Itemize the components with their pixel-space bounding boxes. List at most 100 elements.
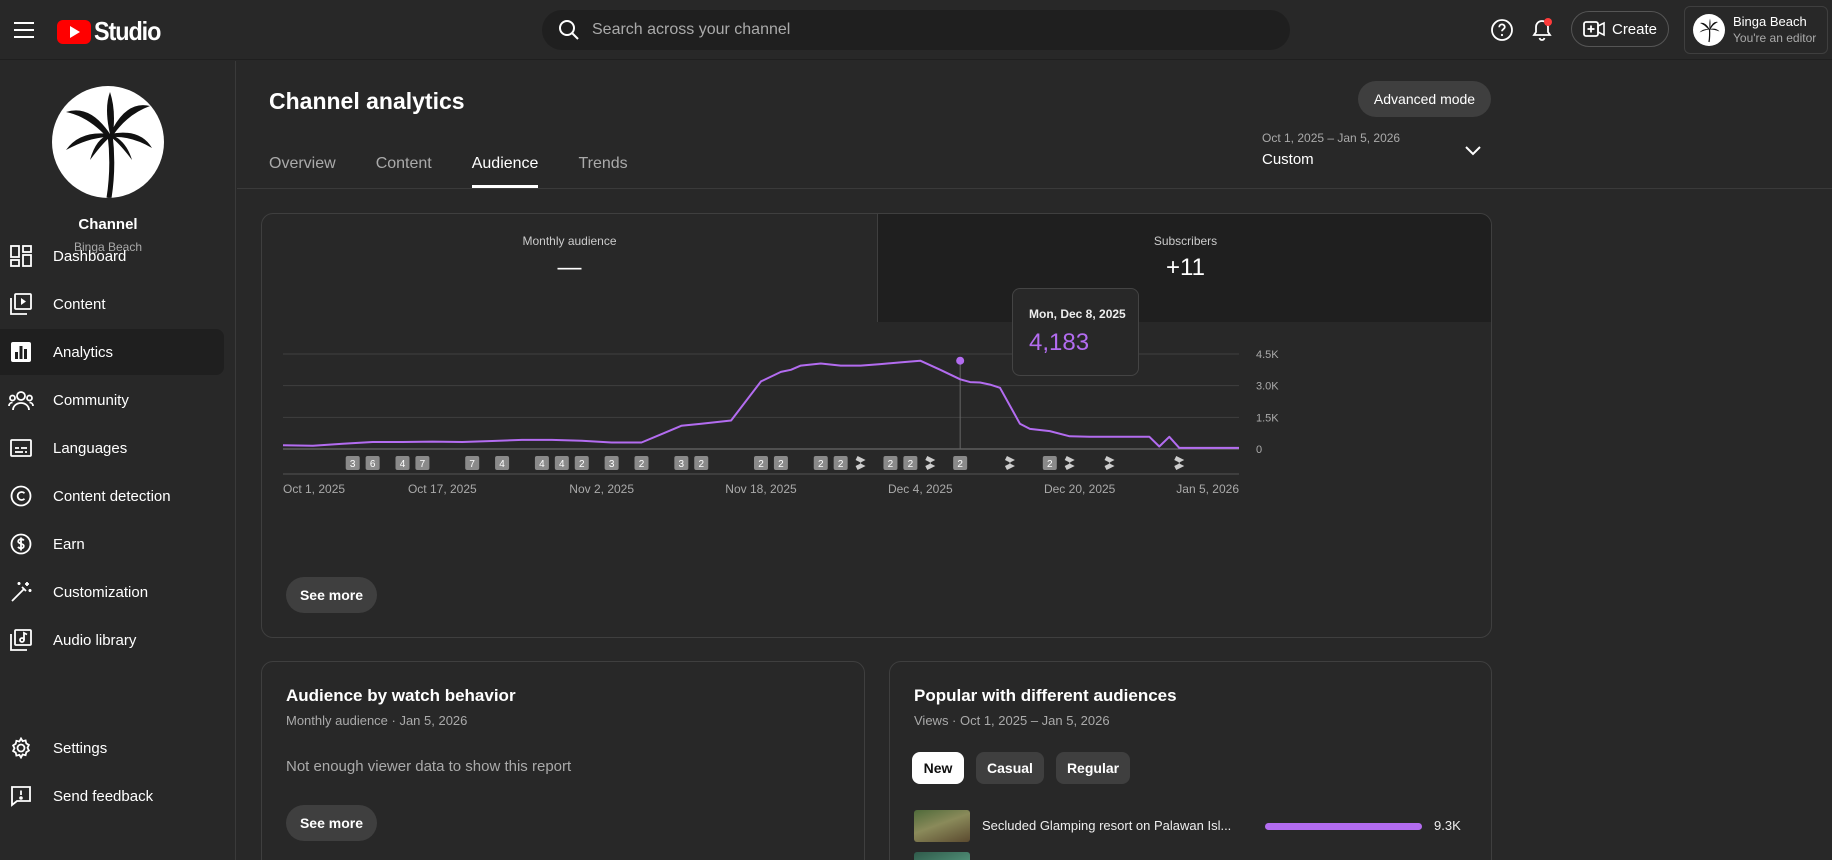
account-avatar <box>1693 14 1725 46</box>
palm-tree-icon <box>66 92 152 198</box>
gear-icon <box>4 737 38 759</box>
upload-marker <box>604 456 619 470</box>
shorts-marker-icon <box>1004 456 1015 470</box>
account-switcher[interactable]: Binga Beach You're an editor <box>1684 6 1828 54</box>
y-tick-label: 4.5K <box>1256 349 1279 361</box>
y-tick-label: 3.0K <box>1256 381 1279 393</box>
analytics-tabs: Overview Content Audience Trends <box>269 141 668 188</box>
x-tick-label: Dec 20, 2025 <box>1044 482 1116 496</box>
community-icon <box>4 389 38 411</box>
channel-avatar[interactable] <box>52 86 164 198</box>
popular-video-row[interactable]: Secluded Glamping resort on Palawan Isl.… <box>914 810 1474 844</box>
video-thumbnail <box>914 852 970 860</box>
hamburger-menu-icon[interactable] <box>6 12 42 48</box>
upload-marker-label: 2 <box>758 459 764 470</box>
x-tick-label: Nov 18, 2025 <box>725 482 797 496</box>
chip-casual[interactable]: Casual <box>976 752 1044 784</box>
advanced-mode-button[interactable]: Advanced mode <box>1358 81 1491 117</box>
date-preset-label: Custom <box>1262 151 1314 168</box>
sidebar-item-audio-library[interactable]: Audio library <box>0 617 224 663</box>
highlight-point <box>956 356 965 365</box>
search-bar[interactable] <box>542 10 1290 50</box>
metric-subscribers[interactable]: Subscribers +11 <box>877 214 1491 322</box>
popular-audiences-card: Popular with different audiences Views ·… <box>889 661 1492 860</box>
upload-marker-label: 2 <box>1047 459 1053 470</box>
upload-marker <box>554 456 569 470</box>
magic-wand-icon <box>4 581 38 603</box>
sidebar-item-label: Customization <box>53 583 149 601</box>
sidebar-item-community[interactable]: Community <box>0 377 224 423</box>
tab-audience[interactable]: Audience <box>471 141 538 188</box>
sidebar-item-dashboard[interactable]: Dashboard <box>0 233 224 279</box>
views-value: 9.3K <box>1434 818 1461 833</box>
dashboard-icon <box>4 245 38 267</box>
see-more-button[interactable]: See more <box>286 577 377 613</box>
upload-marker <box>574 456 589 470</box>
copyright-icon <box>4 485 38 507</box>
upload-marker <box>634 456 649 470</box>
metric-monthly-audience[interactable]: Monthly audience — <box>262 214 877 322</box>
tab-content[interactable]: Content <box>375 155 432 172</box>
sidebar-item-label: Settings <box>53 739 108 757</box>
empty-state-text: Not enough viewer data to show this repo… <box>286 758 572 775</box>
content-icon <box>4 293 38 315</box>
create-label: Create <box>1611 20 1658 38</box>
feedback-icon <box>4 785 38 807</box>
x-tick-label: Oct 17, 2025 <box>408 482 477 496</box>
upload-marker <box>754 456 768 470</box>
upload-marker <box>813 456 828 470</box>
upload-marker <box>903 456 918 470</box>
upload-marker <box>395 456 410 470</box>
upload-marker <box>1042 456 1057 470</box>
sidebar-item-send-feedback[interactable]: Send feedback <box>0 773 224 819</box>
upload-marker-label: 4 <box>539 459 545 470</box>
upload-marker <box>833 456 848 470</box>
upload-marker <box>674 456 689 470</box>
sidebar-item-label: Dashboard <box>53 247 127 265</box>
sidebar-item-earn[interactable]: Earn <box>0 521 224 567</box>
sidebar-item-content[interactable]: Content <box>0 281 224 327</box>
views-bar-fill <box>1265 823 1422 830</box>
upload-marker <box>365 456 380 470</box>
upload-marker-label: 2 <box>838 459 844 470</box>
tab-overview[interactable]: Overview <box>269 155 336 172</box>
studio-logo[interactable]: Studio <box>57 16 168 47</box>
sidebar-item-settings[interactable]: Settings <box>0 725 224 771</box>
x-tick-label: Jan 5, 2026 <box>1176 482 1239 496</box>
x-tick-label: Dec 4, 2025 <box>888 482 953 496</box>
x-tick-label: Oct 1, 2025 <box>283 482 345 496</box>
sidebar-item-languages[interactable]: Languages <box>0 425 224 471</box>
metric-value: — <box>557 254 582 281</box>
shorts-marker-icon <box>855 456 866 470</box>
sidebar-item-content-detection[interactable]: Content detection <box>0 473 224 519</box>
sidebar-item-label: Community <box>53 391 129 409</box>
upload-marker <box>534 456 549 470</box>
upload-marker <box>694 456 709 470</box>
account-role: You're an editor <box>1733 31 1817 45</box>
analytics-icon <box>4 341 38 363</box>
notifications-bell-icon[interactable] <box>1524 12 1560 48</box>
upload-marker-label: 3 <box>609 459 615 470</box>
date-range-picker[interactable]: Oct 1, 2025 – Jan 5, 2026 Custom <box>1262 131 1494 175</box>
page-title: Channel analytics <box>269 88 465 114</box>
views-bar-track <box>1265 823 1422 830</box>
upload-marker-label: 7 <box>420 459 426 470</box>
upload-marker-label: 4 <box>499 459 505 470</box>
help-icon[interactable] <box>1484 12 1520 48</box>
audio-library-icon <box>4 629 38 651</box>
palm-tree-icon <box>1699 18 1720 43</box>
account-name: Binga Beach <box>1733 14 1807 29</box>
video-title: Secluded Glamping resort on Palawan Isl.… <box>982 818 1232 833</box>
search-input[interactable] <box>592 21 1192 39</box>
shorts-marker-icon <box>925 456 936 470</box>
create-button[interactable]: Create <box>1571 11 1669 47</box>
sidebar-item-customization[interactable]: Customization <box>0 569 224 615</box>
chip-regular[interactable]: Regular <box>1056 752 1130 784</box>
tab-trends[interactable]: Trends <box>578 155 628 172</box>
chip-new[interactable]: New <box>912 752 964 784</box>
see-more-button[interactable]: See more <box>286 805 377 841</box>
sidebar-item-label: Content detection <box>53 487 171 505</box>
top-bar: Studio Create Binga Beach You're an edit <box>0 0 1832 60</box>
sidebar-item-label: Content <box>53 295 106 313</box>
sidebar-item-analytics[interactable]: Analytics <box>0 329 224 375</box>
